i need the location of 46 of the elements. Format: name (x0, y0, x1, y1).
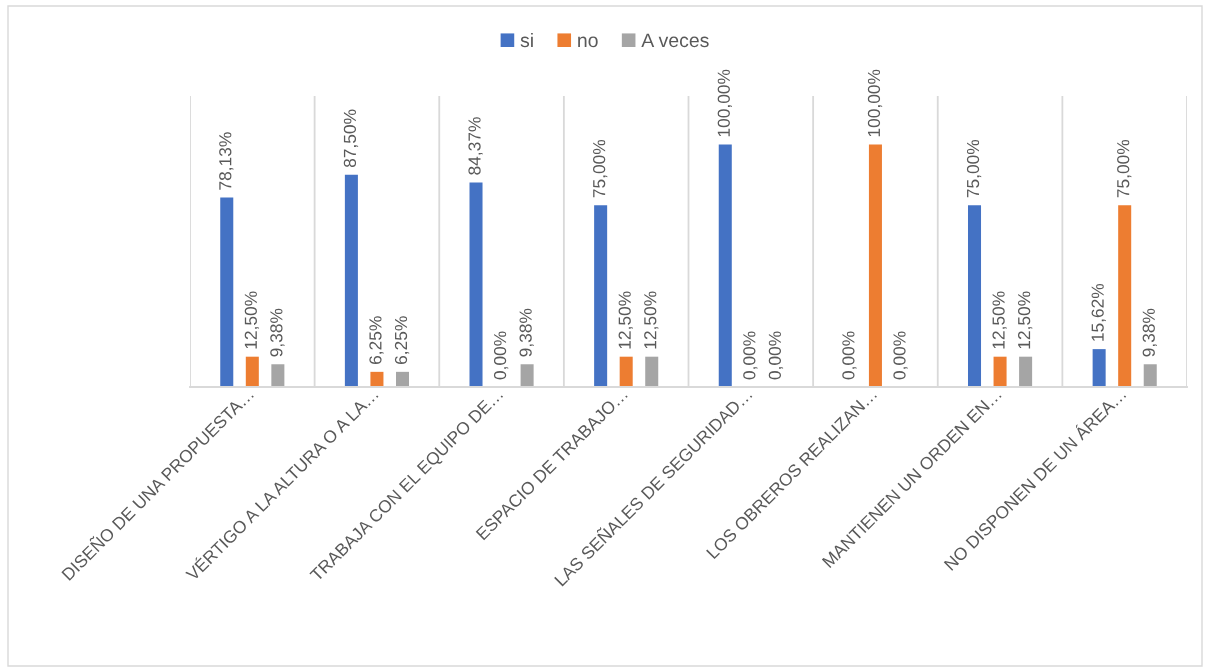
bar (968, 205, 982, 387)
data-label: 75,00% (1117, 139, 1132, 198)
data-label: 78,13% (219, 132, 234, 190)
bar (594, 205, 608, 387)
data-label: 12,50% (992, 291, 1007, 349)
bar (344, 174, 358, 387)
data-label: 12,50% (618, 291, 633, 349)
data-label: 0,00% (842, 331, 857, 380)
bar (469, 182, 483, 387)
data-label: 87,50% (343, 109, 359, 168)
data-label: 6,25% (394, 316, 410, 365)
data-label: 0,00% (893, 331, 908, 380)
data-label: 100,00% (867, 69, 883, 137)
bar (1143, 364, 1157, 387)
data-label: 12,50% (244, 291, 260, 349)
data-label: 0,00% (768, 331, 784, 380)
data-label: 0,00% (743, 331, 758, 380)
bar (993, 356, 1007, 387)
bar (220, 197, 234, 387)
bar (1092, 349, 1106, 387)
bar (619, 356, 633, 387)
data-label: 0,00% (493, 331, 509, 380)
bar (1019, 356, 1033, 387)
data-label: 9,38% (1142, 308, 1157, 357)
bar (370, 371, 384, 387)
bar (645, 356, 659, 387)
bar (868, 144, 882, 387)
bar (520, 364, 534, 387)
legend-label: no (578, 36, 598, 48)
bar (271, 364, 285, 387)
legend-label: A veces (641, 33, 709, 48)
data-label: 84,37% (468, 117, 483, 175)
bar (718, 144, 732, 387)
data-label: 9,38% (270, 308, 285, 357)
data-label: 75,00% (966, 139, 982, 198)
data-label: 12,50% (1017, 291, 1033, 349)
bar (245, 356, 259, 387)
legend-label: si (520, 32, 533, 48)
data-label: 9,38% (519, 308, 534, 357)
data-label: 15,62% (1091, 283, 1106, 341)
data-label: 6,25% (369, 316, 384, 365)
bar (395, 371, 409, 387)
data-label: 75,00% (593, 139, 608, 198)
data-label: 12,50% (644, 291, 659, 349)
bar (1118, 205, 1132, 387)
data-label: 100,00% (717, 69, 732, 137)
